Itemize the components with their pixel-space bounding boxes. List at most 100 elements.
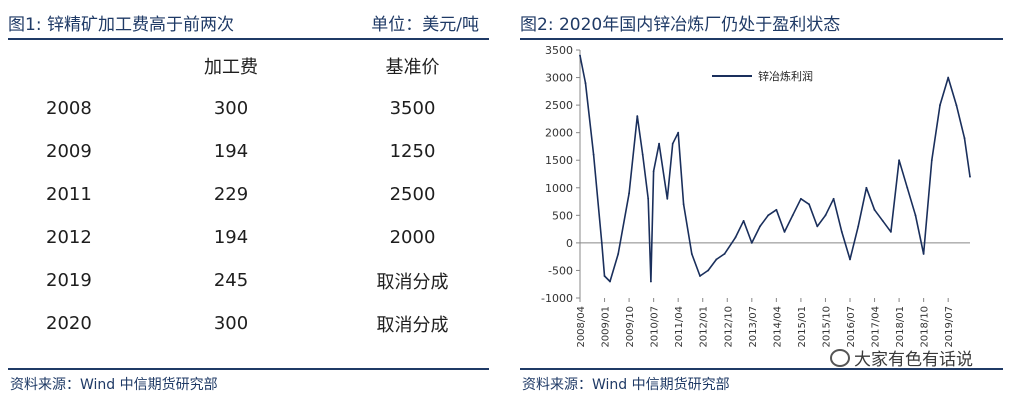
- price-cell: 2000: [389, 227, 436, 248]
- data-point: [890, 230, 892, 233]
- x-tick-label: 2008/04: [576, 306, 587, 348]
- data-point: [865, 186, 868, 189]
- data-point: [592, 153, 595, 156]
- year-cell: 2011: [46, 184, 92, 205]
- figure2-source: 资料来源：Wind 中信期货研究部: [522, 377, 730, 393]
- data-point: [832, 197, 835, 200]
- data-point: [800, 197, 802, 200]
- year-cell: 2019: [46, 270, 92, 291]
- watermark: 大家有色有话说: [830, 345, 973, 370]
- header-year: [8, 44, 166, 87]
- y-tick-label: 3500: [545, 44, 573, 57]
- y-tick-label: 2500: [545, 99, 573, 112]
- data-point: [963, 137, 966, 140]
- y-tick-label: 1000: [545, 182, 573, 195]
- data-point: [723, 253, 726, 255]
- x-tick-label: 2009/10: [625, 306, 636, 348]
- data-point: [914, 214, 917, 217]
- data-point: [955, 104, 958, 107]
- fee-cell: 229: [213, 184, 249, 205]
- data-point: [636, 115, 639, 118]
- data-point: [652, 170, 655, 173]
- data-point: [816, 225, 819, 228]
- year-cell: 2020: [46, 313, 92, 334]
- data-point: [906, 186, 909, 189]
- data-point: [759, 225, 761, 228]
- y-tick-label: 2000: [545, 127, 573, 140]
- table-row: 2009 194 1250: [8, 130, 489, 173]
- year-cell: 2012: [46, 227, 92, 248]
- data-point: [939, 104, 941, 107]
- x-tick-label: 2017/04: [871, 306, 882, 348]
- legend-label: 锌冶炼利润: [758, 69, 813, 83]
- price-cell: 3500: [389, 98, 436, 119]
- header-benchmark-price: 基准价: [385, 56, 440, 78]
- data-point: [579, 54, 581, 57]
- price-cell: 取消分成: [376, 271, 449, 293]
- data-point: [600, 241, 603, 244]
- data-point: [715, 258, 718, 261]
- x-tick-label: 2012/01: [699, 306, 710, 348]
- right-title-row: 图2: 2020年国内锌冶炼厂仍处于盈利状态: [520, 10, 1003, 36]
- data-point: [677, 131, 680, 134]
- data-point: [699, 275, 701, 277]
- table-row: 2019 245 取消分成: [8, 259, 489, 302]
- data-point: [808, 203, 810, 206]
- data-point: [682, 203, 685, 206]
- x-tick-label: 2011/04: [674, 306, 685, 348]
- figure1-title: 图1: 锌精矿加工费高于前两次: [8, 15, 234, 35]
- x-tick-label: 2016/07: [846, 306, 857, 348]
- data-point: [584, 82, 587, 84]
- fee-cell: 300: [213, 313, 249, 334]
- data-point: [775, 208, 778, 211]
- data-point: [922, 253, 925, 255]
- unit-label: 单位：美元/吨: [371, 15, 479, 35]
- profit-series-line: [579, 55, 971, 283]
- wechat-icon: [830, 349, 850, 367]
- x-tick-label: 2010/07: [650, 306, 661, 348]
- price-cell: 2500: [389, 184, 436, 205]
- left-title-row: 图1: 锌精矿加工费高于前两次 单位：美元/吨: [8, 10, 489, 36]
- data-point: [969, 175, 971, 178]
- data-point: [857, 225, 860, 228]
- x-tick-label: 2019/07: [944, 306, 955, 348]
- data-point: [690, 253, 693, 255]
- figure1-source: 资料来源：Wind 中信期货研究部: [10, 377, 218, 393]
- fee-cell: 194: [213, 227, 249, 248]
- x-tick-label: 2018/10: [920, 306, 931, 348]
- x-tick-label: 2018/01: [895, 306, 906, 348]
- data-point: [641, 153, 644, 156]
- x-tick-label: 2012/10: [723, 306, 734, 348]
- processing-fee-table: 加工费 基准价 2008 300 3500 2009 194 1250 2011…: [8, 44, 489, 345]
- data-point: [707, 269, 710, 272]
- table-row: 2008 300 3500: [8, 87, 489, 130]
- data-point: [881, 219, 884, 222]
- data-point: [767, 214, 770, 217]
- fee-cell: 300: [213, 98, 249, 119]
- data-point: [849, 258, 851, 261]
- y-tick-label: -500: [548, 264, 573, 277]
- table-header-row: 加工费 基准价: [8, 44, 489, 87]
- data-point: [898, 159, 900, 162]
- fee-cell: 245: [213, 270, 249, 291]
- y-tick-label: 500: [552, 209, 573, 222]
- data-point: [873, 208, 876, 211]
- header-processing-fee: 加工费: [204, 56, 258, 78]
- y-tick-label: 3000: [545, 72, 573, 85]
- data-point: [609, 280, 611, 283]
- bottom-rule: [520, 368, 1003, 370]
- y-tick-label: 0: [566, 237, 573, 250]
- top-rule: [8, 38, 489, 40]
- data-point: [783, 230, 786, 233]
- fee-cell: 194: [213, 141, 249, 162]
- data-point: [650, 280, 652, 283]
- data-point: [617, 253, 620, 255]
- data-point: [840, 230, 843, 233]
- data-point: [647, 197, 650, 200]
- zinc-smelting-profit-chart: -1000 -500 0 500 1000 1500 2000 2500 3000 3500 200…: [541, 44, 971, 348]
- data-point: [750, 241, 753, 244]
- data-point: [671, 142, 674, 145]
- bottom-rule: [8, 368, 489, 370]
- table-row: 2011 229 2500: [8, 173, 489, 216]
- price-cell: 1250: [389, 141, 436, 162]
